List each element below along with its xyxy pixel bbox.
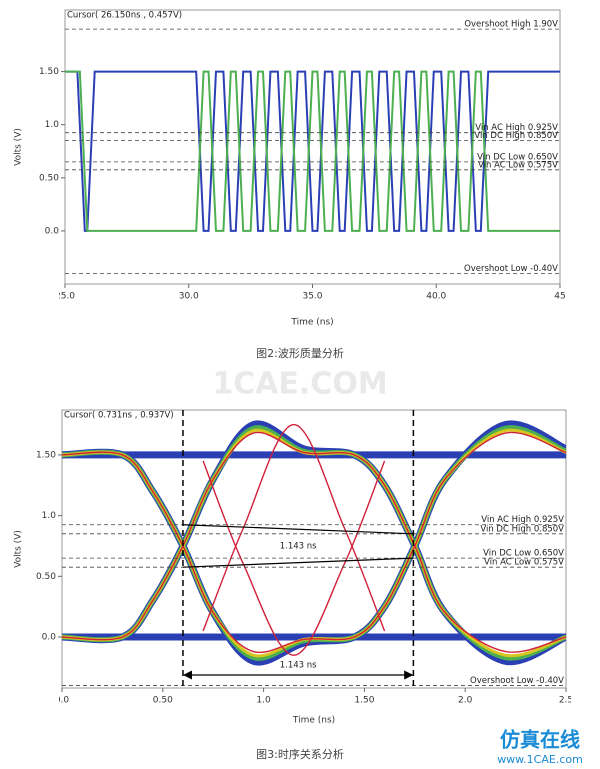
reference-label: Vin AC Low 0.575V (478, 160, 558, 170)
cursor-readout: Cursor( 26.150ns , 0.457V) (67, 11, 182, 21)
skew-line (182, 557, 414, 568)
x-tick-label: 0.0 (55, 696, 70, 706)
y-tick-label: 0.0 (42, 633, 57, 643)
x-tick-label: 2.0 (458, 696, 473, 706)
reference-label: Overshoot Low -0.40V (464, 264, 558, 274)
x-tick-label: 25.0 (55, 292, 75, 302)
cursor-readout: Cursor( 0.731ns , 0.937V) (64, 411, 174, 421)
measurement-label: 1.143 ns (280, 661, 317, 671)
waveform (65, 70, 560, 232)
reference-label: Vin DC High 0.850V (474, 131, 558, 141)
y-axis-label: Volts (V) (14, 530, 24, 568)
plot-area (64, 9, 561, 285)
y-tick-label: 1.50 (36, 450, 56, 460)
caption: 图3:时序关系分析 (256, 747, 344, 761)
measurement-label: 1.143 ns (280, 541, 317, 551)
y-axis-label: Volts (V) (14, 128, 24, 166)
reference-label: Vin DC Low 0.650V (477, 152, 558, 162)
x-tick-label: 1.0 (256, 696, 271, 706)
logo-url: www.1CAE.com (497, 753, 583, 766)
reference-label: Vin AC High 0.925V (481, 515, 564, 525)
reference-label: Overshoot High 1.90V (464, 20, 558, 30)
y-tick-label: 1.0 (45, 120, 60, 130)
caption: 图2:波形质量分析 (256, 346, 344, 360)
eye-trace (62, 431, 566, 653)
y-tick-label: 1.0 (42, 511, 57, 521)
y-tick-label: 1.50 (39, 67, 59, 77)
reference-label: Vin DC Low 0.650V (483, 549, 564, 559)
eye-trace (62, 431, 566, 654)
y-tick-label: 0.50 (39, 173, 59, 183)
x-axis-label: Time (ns) (290, 318, 333, 328)
reference-label: Vin DC High 0.850V (480, 524, 564, 534)
tick-labels: 25.0 30.0 35.0 40.0 45 (55, 292, 566, 302)
watermark: 1CAE.COM (212, 367, 387, 402)
waveform (65, 70, 560, 232)
x-tick-label: 0.50 (153, 696, 173, 706)
reference-label: Overshoot Low -0.40V (470, 676, 564, 686)
x-tick-label: 1.50 (354, 696, 374, 706)
eye-trace (202, 460, 386, 656)
x-tick-label: 40.0 (426, 292, 446, 302)
x-tick-label: 45 (554, 292, 565, 302)
tick-labels: 0.0 0.50 1.0 1.50 2.0 2.5 (55, 696, 573, 706)
x-tick-label: 2.5 (559, 696, 573, 706)
reference-label: Vin AC Low 0.575V (484, 558, 564, 568)
reference-label: Vin AC High 0.925V (475, 123, 558, 133)
eye-trace (202, 423, 386, 632)
x-tick-label: 35.0 (302, 292, 322, 302)
x-axis-label: Time (ns) (292, 716, 335, 726)
skew-line (182, 524, 414, 535)
logo-text: 仿真在线 (500, 728, 580, 752)
y-tick-label: 0.0 (45, 226, 60, 236)
x-tick-label: 30.0 (179, 292, 199, 302)
y-tick-label: 0.50 (36, 572, 56, 582)
